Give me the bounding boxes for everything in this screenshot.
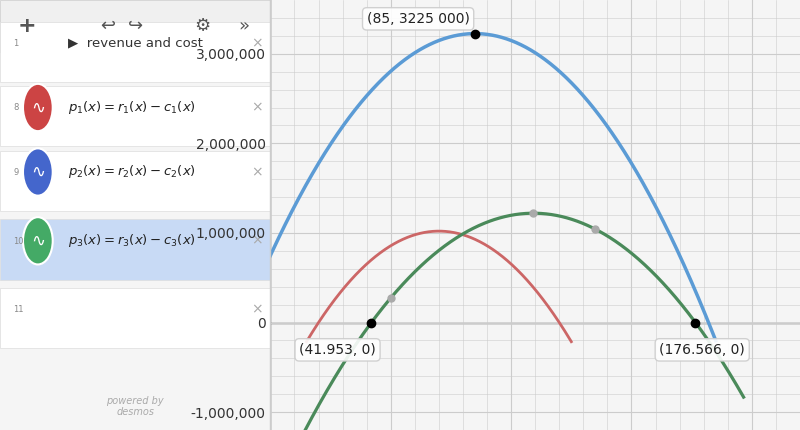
Text: 8: 8 (14, 103, 19, 112)
Text: (85, 3225 000): (85, 3225 000) (366, 12, 470, 26)
Text: 10: 10 (14, 237, 24, 246)
Text: $p_2(x) = r_2(x) - c_2(x)$: $p_2(x) = r_2(x) - c_2(x)$ (67, 163, 195, 181)
Text: ∿: ∿ (31, 232, 45, 250)
Text: ×: × (251, 36, 262, 50)
Circle shape (23, 84, 53, 131)
Text: ×: × (251, 303, 262, 316)
Text: 11: 11 (14, 305, 24, 314)
FancyBboxPatch shape (0, 0, 270, 52)
Text: ⚙: ⚙ (194, 17, 211, 35)
Text: »: » (238, 17, 249, 35)
FancyBboxPatch shape (0, 288, 270, 348)
Text: powered by
desmos: powered by desmos (106, 396, 164, 417)
Text: ▶  revenue and cost: ▶ revenue and cost (67, 37, 202, 49)
Text: ↪: ↪ (128, 17, 142, 35)
Text: ×: × (251, 165, 262, 179)
Text: (41.953, 0): (41.953, 0) (299, 343, 376, 357)
Text: $p_3(x) = r_3(x) - c_3(x)$: $p_3(x) = r_3(x) - c_3(x)$ (67, 232, 195, 249)
Circle shape (23, 217, 53, 264)
FancyBboxPatch shape (0, 150, 270, 211)
Text: ∿: ∿ (31, 98, 45, 117)
Text: ↩: ↩ (101, 17, 116, 35)
Text: 1: 1 (14, 39, 18, 48)
Text: ×: × (251, 101, 262, 114)
FancyBboxPatch shape (0, 219, 270, 280)
FancyBboxPatch shape (0, 86, 270, 146)
Text: ×: × (251, 234, 262, 248)
Text: (176.566, 0): (176.566, 0) (659, 343, 745, 357)
Text: $p_1(x) = r_1(x) - c_1(x)$: $p_1(x) = r_1(x) - c_1(x)$ (67, 99, 195, 116)
Circle shape (23, 148, 53, 196)
FancyBboxPatch shape (0, 22, 270, 82)
Text: 9: 9 (14, 168, 18, 177)
Text: ∿: ∿ (31, 163, 45, 181)
Text: +: + (18, 16, 36, 36)
